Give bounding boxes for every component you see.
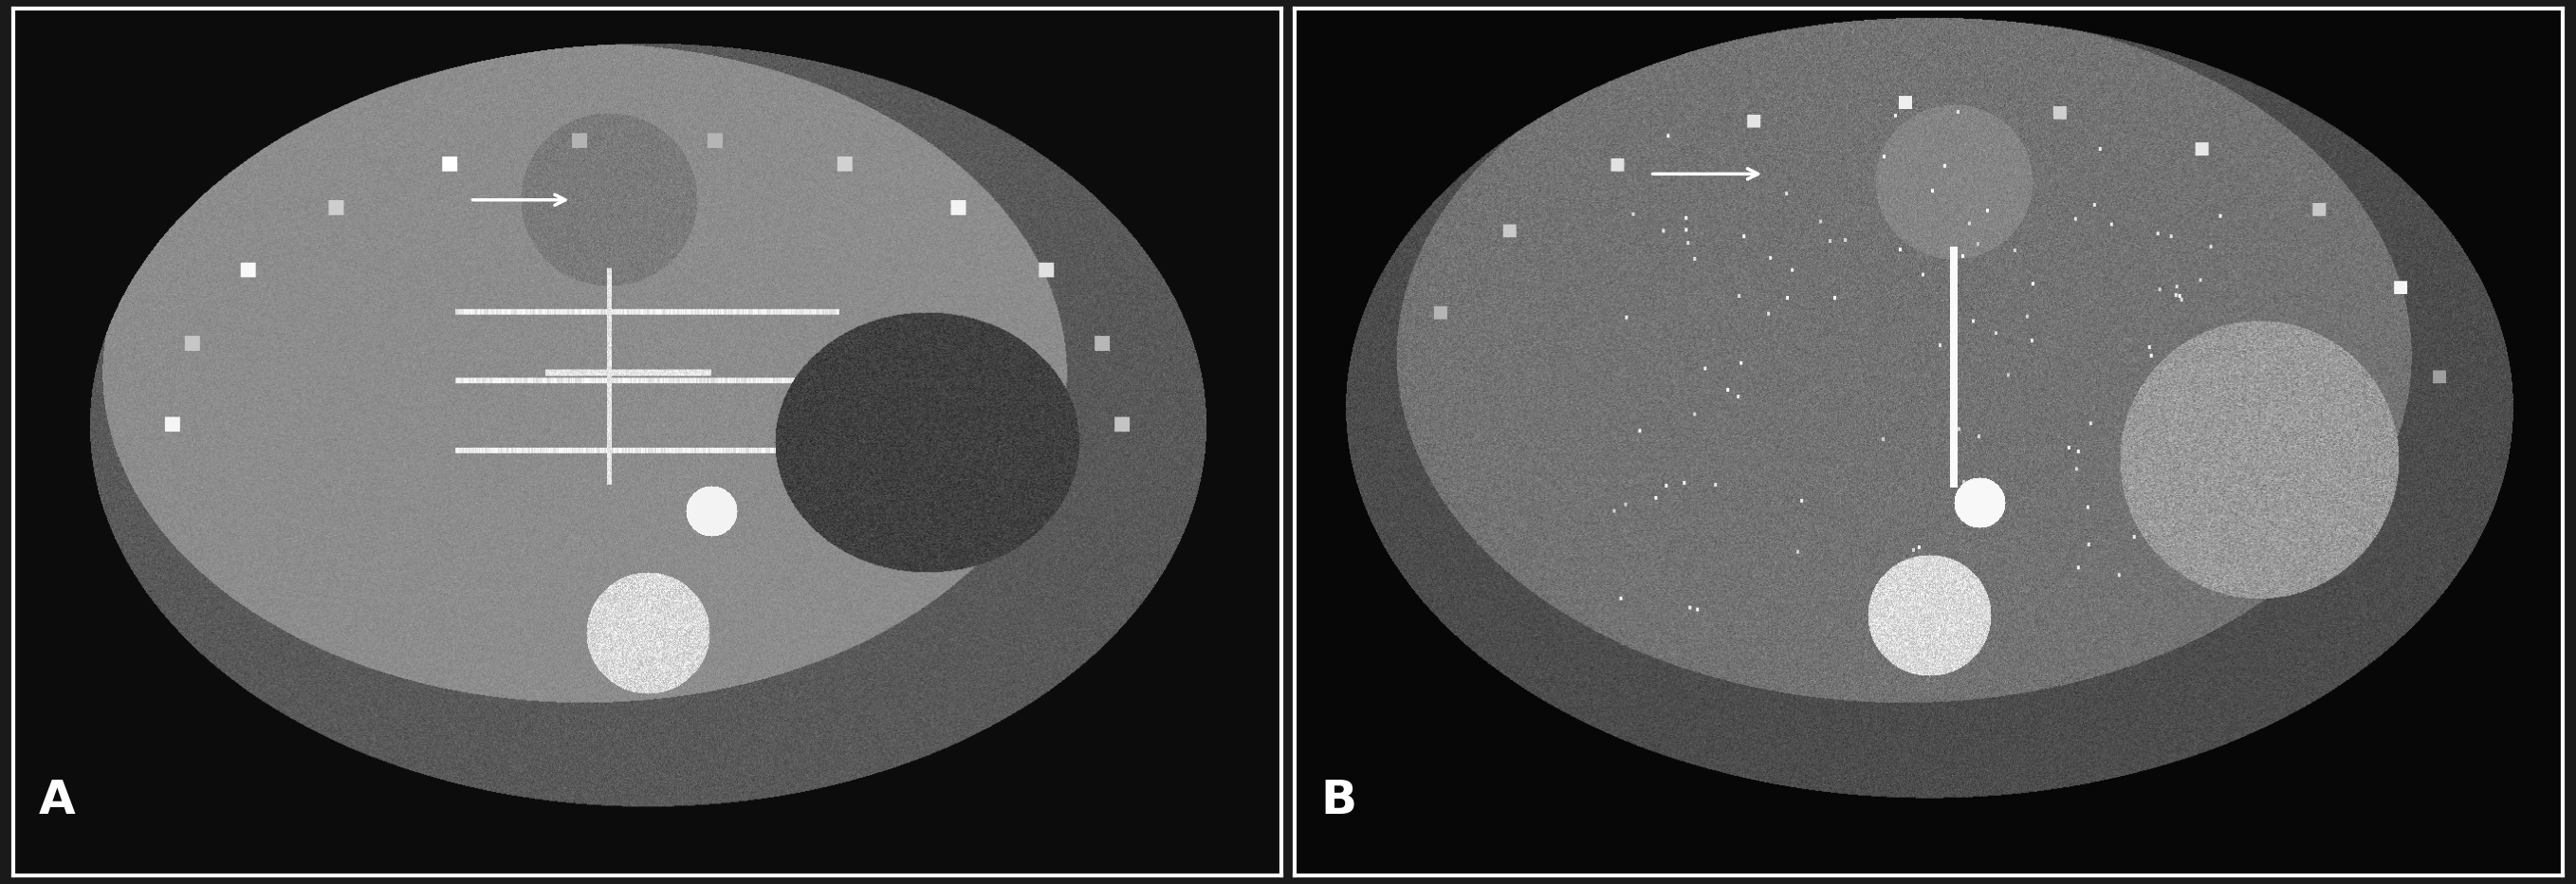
Text: B: B [1321, 778, 1358, 824]
Text: A: A [39, 778, 75, 824]
